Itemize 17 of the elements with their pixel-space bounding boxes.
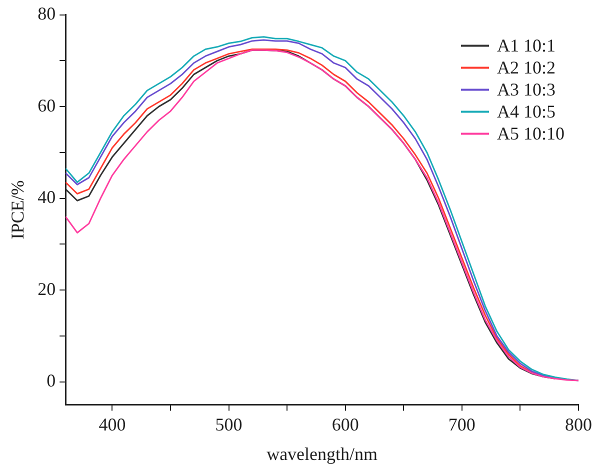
legend-label: A5 10:10 (497, 124, 564, 144)
y-tick-label: 60 (38, 95, 56, 116)
legend-label: A1 10:1 (497, 36, 556, 56)
legend-label: A3 10:3 (497, 80, 556, 100)
legend-label: A2 10:2 (497, 58, 556, 78)
y-tick-label: 20 (38, 278, 56, 299)
x-tick-label: 500 (215, 414, 242, 434)
x-tick-label: 700 (448, 414, 476, 434)
x-axis-title: wavelength/nm (266, 444, 378, 464)
y-tick-label: 0 (46, 370, 56, 391)
x-tick-label: 600 (332, 414, 359, 434)
y-tick-label: 80 (38, 4, 56, 24)
legend-label: A4 10:5 (497, 102, 556, 122)
y-tick-label: 40 (38, 187, 56, 208)
y-axis-title: IPCE/% (8, 180, 28, 240)
x-tick-label: 800 (565, 414, 592, 434)
x-tick-label: 400 (98, 414, 126, 434)
